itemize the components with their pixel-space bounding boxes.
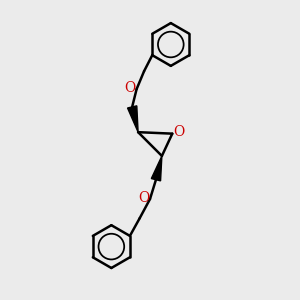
Polygon shape bbox=[128, 106, 138, 132]
Text: O: O bbox=[138, 191, 149, 206]
Text: O: O bbox=[124, 82, 136, 95]
Text: O: O bbox=[173, 125, 184, 140]
Polygon shape bbox=[151, 156, 162, 181]
